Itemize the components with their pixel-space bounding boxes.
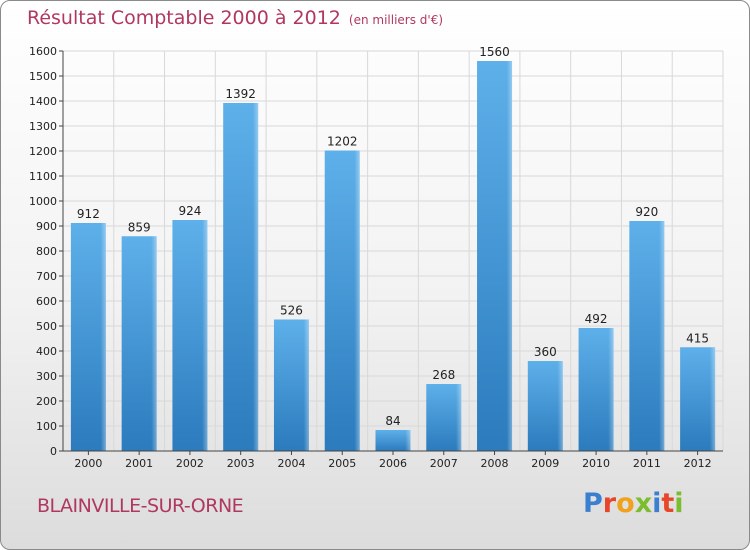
axis-layer: 0 100 200 300 400 500 600 700 800 900 1000 1100 1200… [29, 45, 723, 470]
chart-unit: (en milliers d'€) [348, 13, 444, 27]
x-tick-label: 2006 [379, 457, 407, 470]
x-tick-label: 2007 [430, 457, 458, 470]
data-label-2011: 920 [635, 205, 658, 219]
y-tick-label: 700 [36, 270, 57, 283]
bar-highlight [70, 223, 106, 451]
logo-letter: i [674, 488, 684, 519]
x-tick-label: 2000 [74, 457, 102, 470]
x-tick-label: 2004 [277, 457, 305, 470]
y-tick-label: 1600 [29, 45, 57, 58]
x-tick-label: 2005 [328, 457, 356, 470]
data-label-2000: 912 [77, 207, 100, 221]
x-tick-label: 2012 [684, 457, 712, 470]
x-tick-label: 2003 [227, 457, 255, 470]
bar-highlight [578, 328, 614, 451]
y-tick-label: 0 [50, 445, 57, 458]
y-tick-label: 500 [36, 320, 57, 333]
bar-highlight [324, 150, 360, 451]
bar-highlight [172, 220, 208, 451]
y-tick-label: 900 [36, 220, 57, 233]
bar-highlight [477, 61, 513, 451]
y-tick-label: 200 [36, 395, 57, 408]
x-tick-label: 2009 [531, 457, 559, 470]
bar-highlight [375, 430, 411, 451]
y-tick-label: 1300 [29, 120, 57, 133]
logo-letter: o [616, 488, 635, 519]
commune-name: BLAINVILLE-SUR-ORNE [37, 495, 244, 517]
bar-highlight [121, 236, 157, 451]
data-label-2003: 1392 [225, 87, 256, 101]
y-tick-label: 1200 [29, 145, 57, 158]
data-label-2007: 268 [432, 368, 455, 382]
data-label-2001: 859 [128, 220, 151, 234]
bar-highlight [629, 221, 665, 451]
y-tick-label: 800 [36, 245, 57, 258]
bar-highlight [426, 384, 462, 451]
proxiti-logo[interactable]: Proxiti [583, 488, 684, 519]
x-tick-label: 2001 [125, 457, 153, 470]
y-tick-label: 600 [36, 295, 57, 308]
y-tick-label: 1000 [29, 195, 57, 208]
grid-layer [62, 50, 724, 452]
logo-letter: t [661, 488, 675, 519]
bar-highlight [680, 347, 716, 451]
x-tick-label: 2011 [633, 457, 661, 470]
data-label-2012: 415 [686, 331, 709, 345]
logo-letter: i [652, 488, 662, 519]
x-tick-label: 2008 [481, 457, 509, 470]
bar-highlight [527, 361, 563, 451]
y-tick-label: 400 [36, 345, 57, 358]
data-label-2009: 360 [534, 345, 557, 359]
x-tick-label: 2010 [582, 457, 610, 470]
x-tick-label: 2002 [176, 457, 204, 470]
y-tick-label: 1100 [29, 170, 57, 183]
bar-highlight [273, 319, 309, 451]
data-label-2008: 1560 [479, 45, 510, 59]
data-label-2005: 1202 [327, 135, 358, 149]
data-label-2002: 924 [178, 204, 201, 218]
y-tick-label: 100 [36, 420, 57, 433]
chart-title-block: Résultat Comptable 2000 à 2012 (en millie… [27, 7, 443, 29]
y-tick-label: 1500 [29, 70, 57, 83]
logo-letter: P [583, 488, 603, 519]
data-label-2004: 526 [280, 304, 303, 318]
logo-letter: x [634, 488, 653, 519]
y-tick-label: 1400 [29, 95, 57, 108]
y-tick-label: 300 [36, 370, 57, 383]
chart-title: Résultat Comptable 2000 à 2012 [27, 7, 341, 29]
data-label-2006: 84 [385, 414, 400, 428]
logo-letter: r [602, 488, 617, 519]
data-label-2010: 492 [585, 312, 608, 326]
bar-highlight [223, 103, 259, 451]
bar-layer: 912 859 924 1392 526 1202 84 268 1560 360 492 920 41… [70, 45, 716, 451]
